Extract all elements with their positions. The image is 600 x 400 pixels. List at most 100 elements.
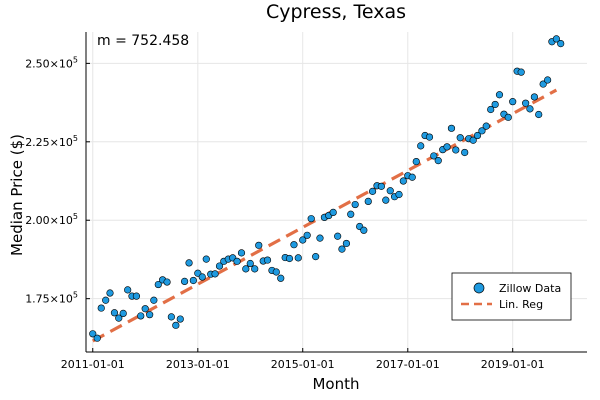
data-point xyxy=(137,312,145,320)
data-point xyxy=(215,262,224,270)
data-point xyxy=(141,305,149,313)
data-point xyxy=(364,197,372,206)
data-point xyxy=(97,304,105,312)
data-point xyxy=(255,241,263,249)
data-point xyxy=(482,122,490,130)
slope-annotation: m = 752.458 xyxy=(97,33,189,49)
data-point xyxy=(272,268,280,276)
data-point xyxy=(386,187,394,195)
data-point xyxy=(106,289,114,297)
data-point xyxy=(539,80,547,88)
data-point xyxy=(434,157,442,165)
x-tick-labels: 2011-01-01 2013-01-01 2015-01-01 2017-01-01… xyxy=(61,358,545,371)
data-point xyxy=(294,254,302,262)
scatter-points xyxy=(89,35,565,342)
data-point xyxy=(303,231,311,239)
data-point xyxy=(312,253,320,261)
data-point xyxy=(299,236,307,244)
data-point xyxy=(124,286,132,294)
y-tick-labels: 1.75×105 2.00×105 2.25×105 2.50×105 xyxy=(25,55,78,305)
data-point xyxy=(154,280,162,289)
data-point xyxy=(517,68,525,76)
data-point xyxy=(93,334,101,342)
data-point xyxy=(360,226,368,234)
data-point xyxy=(382,196,390,204)
data-point xyxy=(522,99,530,107)
data-point xyxy=(329,208,337,216)
data-point xyxy=(307,215,315,223)
x-tick-label: 2013-01-01 xyxy=(166,358,230,371)
data-point xyxy=(456,134,464,142)
data-point xyxy=(417,142,425,150)
data-point xyxy=(172,321,180,329)
data-point xyxy=(89,330,97,338)
data-point xyxy=(447,124,456,132)
data-point xyxy=(412,157,420,166)
data-point xyxy=(368,187,377,195)
data-point xyxy=(237,249,246,257)
data-point xyxy=(430,152,438,160)
y-tick-label: 1.75×105 xyxy=(25,291,78,306)
data-point xyxy=(285,254,294,263)
data-point xyxy=(487,105,495,114)
data-point xyxy=(185,259,193,267)
data-point xyxy=(176,315,184,323)
data-point xyxy=(119,309,127,318)
data-point xyxy=(399,177,407,185)
chart-title: Cypress, Texas xyxy=(266,1,406,23)
y-tick-label: 2.00×105 xyxy=(25,212,78,227)
y-axis-title: Median Price ($) xyxy=(8,134,26,256)
data-point xyxy=(115,314,123,322)
data-point xyxy=(338,245,346,253)
data-point xyxy=(180,277,189,286)
data-point xyxy=(242,265,250,273)
data-point xyxy=(552,35,560,43)
x-tick-label: 2017-01-01 xyxy=(376,358,440,371)
data-point xyxy=(443,143,451,151)
legend-marker-scatter xyxy=(473,282,485,294)
data-point xyxy=(290,241,298,249)
legend-box xyxy=(451,272,572,321)
data-point xyxy=(198,273,206,281)
x-tick-label: 2019-01-01 xyxy=(481,358,545,371)
data-point xyxy=(461,148,469,157)
legend-label-line: Lin. Reg xyxy=(499,298,543,311)
data-point xyxy=(189,276,197,285)
data-point xyxy=(334,232,342,240)
data-point xyxy=(530,93,538,101)
data-point xyxy=(469,136,477,144)
data-point xyxy=(473,131,482,140)
y-tick-label: 2.50×105 xyxy=(25,55,78,70)
data-point xyxy=(246,259,254,268)
data-point xyxy=(425,133,434,141)
tick-marks xyxy=(86,62,514,352)
data-point xyxy=(263,256,272,264)
data-point xyxy=(408,173,416,181)
data-point xyxy=(202,255,210,263)
data-point xyxy=(342,239,351,248)
data-point xyxy=(535,110,543,119)
x-tick-label: 2015-01-01 xyxy=(271,358,335,371)
data-point xyxy=(395,190,403,199)
legend: Zillow Data Lin. Reg xyxy=(451,272,572,321)
data-point xyxy=(526,105,534,113)
data-point xyxy=(167,313,175,321)
x-axis-title: Month xyxy=(312,375,359,393)
data-point xyxy=(452,146,460,154)
data-point xyxy=(110,309,119,317)
data-point xyxy=(557,40,565,48)
data-point xyxy=(233,257,241,265)
data-point xyxy=(351,200,359,209)
data-point xyxy=(146,311,154,319)
data-point xyxy=(478,127,486,135)
y-tick-label: 2.25×105 xyxy=(25,134,78,149)
data-point xyxy=(132,292,141,300)
data-point xyxy=(277,274,285,282)
data-point xyxy=(377,182,385,190)
data-point xyxy=(495,91,504,99)
data-point xyxy=(347,210,355,218)
data-point xyxy=(150,296,158,304)
data-point xyxy=(251,265,259,273)
data-point xyxy=(102,296,110,304)
